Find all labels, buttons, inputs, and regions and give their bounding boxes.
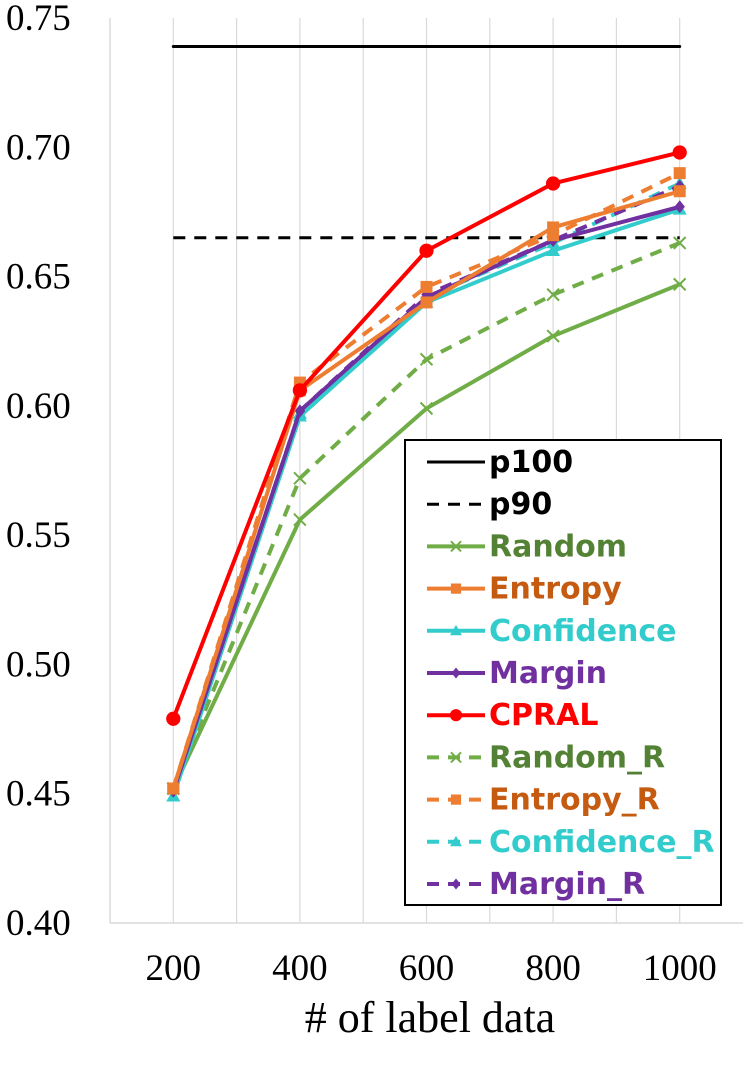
x-tick-label: 600 <box>399 948 455 989</box>
legend-item: Margin <box>427 656 607 691</box>
x-axis: 200 400 600 800 1000 <box>146 948 717 989</box>
legend-label: p100 <box>489 445 573 480</box>
legend-label: Entropy_R <box>489 783 660 818</box>
legend-label: Entropy <box>489 572 622 607</box>
data-point <box>450 751 462 764</box>
legend-label: Margin <box>489 656 607 691</box>
series-group <box>166 44 687 802</box>
data-point <box>547 229 560 242</box>
data-point <box>420 296 433 309</box>
legend-label: p90 <box>489 487 552 522</box>
legend-item: Random_R <box>427 740 665 775</box>
data-point <box>419 243 434 258</box>
data-point <box>546 329 560 343</box>
legend-item: p90 <box>427 487 552 522</box>
x-tick-label: 1000 <box>643 948 717 989</box>
legend-item: Entropy_R <box>427 783 660 818</box>
x-tick-label: 200 <box>146 948 202 989</box>
y-axis: 0.40 0.45 0.50 0.55 0.60 0.65 0.70 0.75 <box>6 0 71 944</box>
data-point <box>293 471 307 485</box>
data-point <box>450 794 462 805</box>
data-point <box>450 583 462 594</box>
data-point <box>673 185 686 198</box>
series-cpral <box>166 145 687 726</box>
data-point <box>673 277 687 291</box>
y-tick-label: 0.70 <box>6 127 71 168</box>
y-tick-label: 0.60 <box>6 386 71 427</box>
x-tick-label: 400 <box>272 948 328 989</box>
data-point <box>166 711 181 726</box>
data-point <box>419 352 434 366</box>
y-tick-label: 0.40 <box>6 903 71 944</box>
data-point <box>673 167 686 180</box>
y-tick-label: 0.65 <box>6 257 71 298</box>
data-point <box>545 176 561 191</box>
y-tick-label: 0.75 <box>6 0 71 39</box>
y-tick-label: 0.45 <box>6 774 71 815</box>
series-line <box>171 171 681 790</box>
data-point <box>420 280 433 293</box>
legend-item: Entropy <box>427 572 622 607</box>
data-point <box>292 383 308 398</box>
legend-label: Random_R <box>489 740 665 775</box>
data-point <box>674 200 685 214</box>
legend-label: Confidence_R <box>489 825 715 860</box>
legend-item: Random <box>427 529 627 564</box>
legend-item: Confidence_R <box>427 825 715 860</box>
legend-item: Confidence <box>427 614 677 649</box>
data-point <box>419 401 434 416</box>
data-point <box>450 835 462 847</box>
legend: p100 p90 Random Entropy Confidence Margin CPRA… <box>404 439 722 906</box>
series-entropy-r <box>167 167 686 795</box>
plot-area <box>109 18 743 924</box>
legend-label: CPRAL <box>489 698 598 733</box>
data-point <box>450 624 462 636</box>
x-axis-label: # of label data <box>305 993 555 1042</box>
data-point <box>546 288 560 302</box>
legend-label: Random <box>489 529 627 564</box>
data-point <box>167 782 180 795</box>
y-tick-label: 0.55 <box>6 515 71 556</box>
legend-item: CPRAL <box>427 698 598 733</box>
series-random <box>166 277 687 796</box>
data-point <box>672 145 687 160</box>
legend-item: Margin_R <box>427 867 645 902</box>
legend-label: Margin_R <box>489 867 645 902</box>
data-point <box>673 236 687 250</box>
data-point <box>546 243 561 256</box>
x-tick-label: 800 <box>525 948 581 989</box>
data-point <box>451 667 461 679</box>
data-point <box>294 404 306 418</box>
legend-label: Confidence <box>489 614 677 649</box>
data-point <box>451 878 461 890</box>
y-tick-label: 0.50 <box>6 644 71 685</box>
data-point <box>449 709 463 722</box>
data-point <box>293 512 307 527</box>
data-point <box>450 540 462 553</box>
legend-item: p100 <box>427 445 573 480</box>
